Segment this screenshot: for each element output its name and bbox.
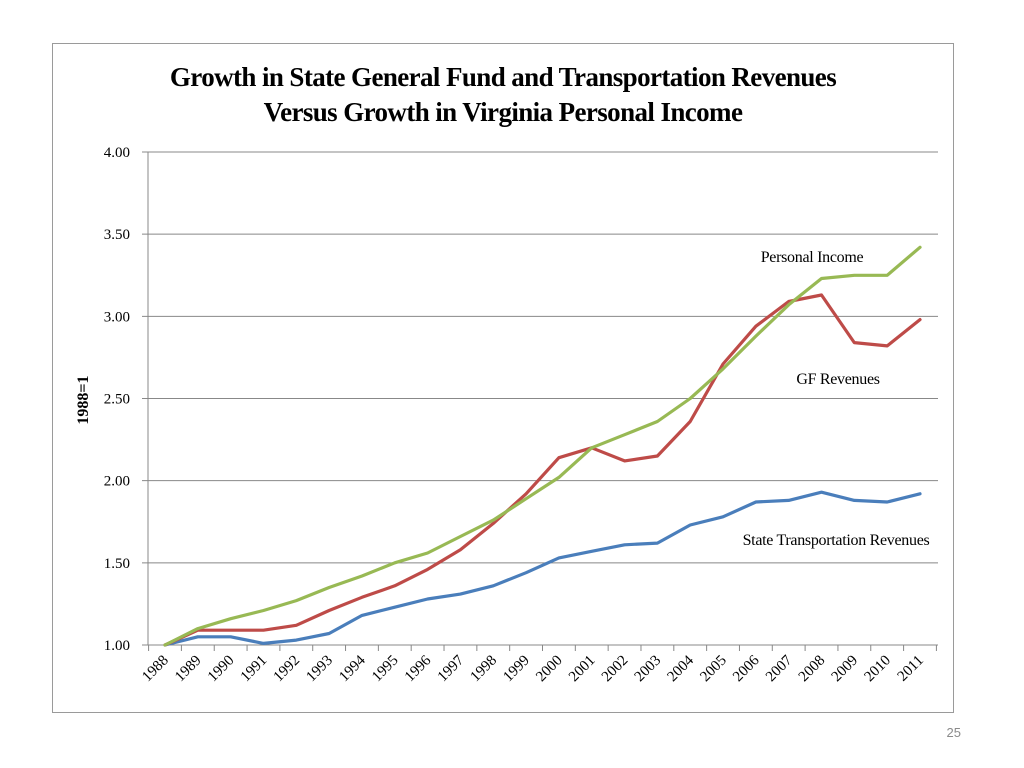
y-tick-label: 2.50 (104, 392, 130, 408)
x-tick-label: 2007 (763, 652, 796, 685)
y-axis-title: 1988=1 (75, 375, 92, 424)
x-tick-label: 2002 (599, 653, 632, 686)
y-tick-label: 1.50 (104, 556, 130, 572)
x-tick-label: 1992 (271, 653, 304, 686)
x-tick-label: 1991 (238, 653, 271, 686)
y-tick-label: 4.00 (104, 145, 130, 161)
annotation-state-transportation-revenues: State Transportation Revenues (743, 532, 930, 549)
x-tick-label: 2003 (632, 653, 665, 686)
chart-frame (52, 43, 954, 713)
x-tick-label: 1998 (468, 653, 501, 686)
x-tick-label: 2010 (861, 653, 894, 686)
chart-title-line-2: Versus Growth in Virginia Personal Incom… (264, 97, 743, 127)
x-tick-label: 1993 (303, 653, 336, 686)
x-tick-label: 1994 (336, 652, 369, 685)
page-number: 25 (946, 725, 961, 740)
x-tick-label: 1989 (172, 653, 205, 686)
x-tick-label: 2006 (730, 652, 763, 685)
x-tick-label: 1990 (205, 653, 238, 686)
annotation-gf-revenues: GF Revenues (796, 371, 879, 388)
y-tick-label: 3.50 (104, 227, 130, 243)
annotation-personal-income: Personal Income (761, 249, 864, 266)
x-tick-label: 2005 (697, 653, 730, 686)
y-tick-label: 2.00 (104, 474, 130, 490)
x-tick-label: 1988 (139, 653, 172, 686)
x-tick-label: 2004 (665, 652, 698, 685)
y-tick-label: 1.00 (104, 638, 130, 654)
x-tick-label: 2008 (796, 653, 829, 686)
x-tick-label: 1995 (369, 653, 402, 686)
series-line-state-transportation-revenues (163, 490, 922, 647)
chart-title-line-1: Growth in State General Fund and Transpo… (170, 62, 836, 92)
x-tick-label: 1997 (435, 652, 468, 685)
x-tick-label: 2001 (566, 653, 599, 686)
x-tick-label: 1999 (500, 653, 533, 686)
series-line-personal-income (163, 245, 922, 647)
x-tick-label: 2009 (829, 653, 862, 686)
x-tick-label: 2011 (895, 653, 927, 685)
x-tick-label: 2000 (533, 653, 566, 686)
x-tick-label: 1996 (402, 652, 435, 685)
series-line-gf-revenues (163, 293, 922, 647)
y-tick-label: 3.00 (104, 309, 130, 325)
